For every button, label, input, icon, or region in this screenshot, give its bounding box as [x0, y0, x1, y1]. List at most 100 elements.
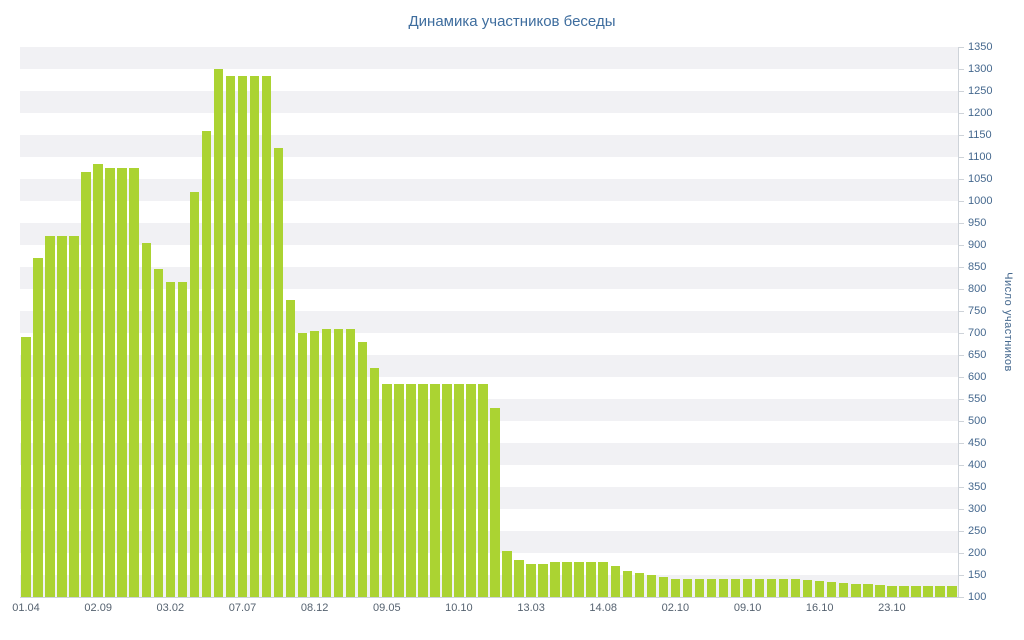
y-tick-label: 650 [968, 349, 987, 361]
bar [730, 579, 741, 597]
bar [478, 383, 488, 597]
bar [189, 192, 200, 597]
x-tick-label: 10.10 [445, 602, 473, 614]
bar [117, 168, 127, 597]
y-tick-label: 750 [968, 305, 987, 317]
y-tick-mark [959, 135, 964, 136]
bar [129, 168, 139, 597]
bar [694, 579, 705, 597]
y-tick-label: 150 [968, 569, 987, 581]
y-tick-label: 500 [968, 415, 987, 427]
x-tick-label: 14.08 [589, 602, 617, 614]
x-tick-label: 03.02 [156, 602, 185, 614]
bar [69, 236, 79, 597]
y-tick-label: 450 [968, 437, 987, 449]
bar [742, 578, 753, 597]
bar [622, 570, 633, 597]
bar [826, 582, 837, 597]
x-tick-label: 16.10 [805, 602, 834, 614]
bar [814, 581, 825, 597]
y-tick-label: 850 [968, 261, 987, 273]
bar [778, 579, 789, 597]
y-tick-mark [959, 377, 964, 378]
y-tick-label: 1300 [968, 63, 993, 75]
bar [935, 586, 945, 597]
bar [538, 564, 548, 597]
y-tick-mark [959, 333, 964, 334]
bar [153, 269, 164, 597]
bar [911, 586, 921, 597]
bar [550, 561, 560, 597]
y-tick-mark [959, 597, 964, 598]
y-tick-label: 350 [968, 481, 987, 493]
x-tick-label: 02.09 [84, 602, 112, 614]
bar [682, 579, 693, 597]
y-tick-mark [959, 223, 964, 224]
y-tick-label: 1100 [968, 151, 992, 163]
y-tick-label: 1150 [968, 129, 992, 141]
x-tick-label: 09.05 [373, 602, 401, 614]
bar [646, 575, 657, 597]
bar [225, 75, 236, 597]
y-tick-mark [959, 531, 964, 532]
y-tick-label: 950 [968, 217, 987, 229]
x-tick-label: 07.07 [228, 602, 257, 614]
bar [490, 407, 500, 597]
bar [309, 330, 320, 597]
bar [237, 75, 248, 597]
bar [851, 583, 861, 597]
bar [21, 337, 31, 597]
y-tick-label: 1350 [968, 41, 993, 53]
y-tick-mark [959, 69, 964, 70]
y-tick-mark [959, 245, 964, 246]
bar [875, 584, 885, 597]
bar [406, 383, 416, 597]
y-tick-label: 100 [968, 591, 987, 603]
x-tick-label: 01.04 [12, 602, 40, 614]
y-tick-label: 300 [968, 503, 987, 515]
y-tick-mark [959, 179, 964, 180]
plot-area [20, 47, 959, 598]
y-tick-label: 1050 [968, 173, 993, 185]
bar [394, 383, 404, 597]
bar [285, 300, 296, 597]
y-tick-mark [959, 399, 964, 400]
bar [454, 383, 464, 597]
y-tick-mark [959, 487, 964, 488]
bar [586, 561, 596, 597]
bar [213, 69, 224, 597]
bar [526, 564, 536, 597]
bar [610, 566, 621, 597]
bar [790, 579, 801, 597]
bar [57, 236, 67, 597]
bar [333, 328, 344, 597]
bar [718, 579, 729, 597]
y-tick-mark [959, 421, 964, 422]
bar [706, 579, 717, 597]
bar [502, 550, 512, 597]
bar [201, 130, 212, 597]
y-tick-mark [959, 201, 964, 202]
bar [93, 163, 103, 597]
bar [634, 572, 645, 597]
bar [81, 172, 91, 597]
y-tick-mark [959, 509, 964, 510]
bar [947, 586, 957, 597]
bar [766, 579, 777, 597]
y-tick-mark [959, 443, 964, 444]
y-tick-mark [959, 465, 964, 466]
y-tick-mark [959, 91, 964, 92]
bar [382, 383, 392, 597]
bar [863, 583, 873, 597]
y-tick-label: 1250 [968, 85, 993, 97]
bar [261, 75, 272, 597]
y-tick-mark [959, 575, 964, 576]
y-tick-label: 550 [968, 393, 987, 405]
background-band [20, 135, 958, 157]
y-axis-title: Число участников [1002, 272, 1014, 372]
background-band [20, 91, 958, 113]
bar [658, 577, 669, 597]
bar [33, 258, 43, 597]
x-tick-label: 08.12 [300, 602, 329, 614]
y-tick-label: 600 [968, 371, 987, 383]
